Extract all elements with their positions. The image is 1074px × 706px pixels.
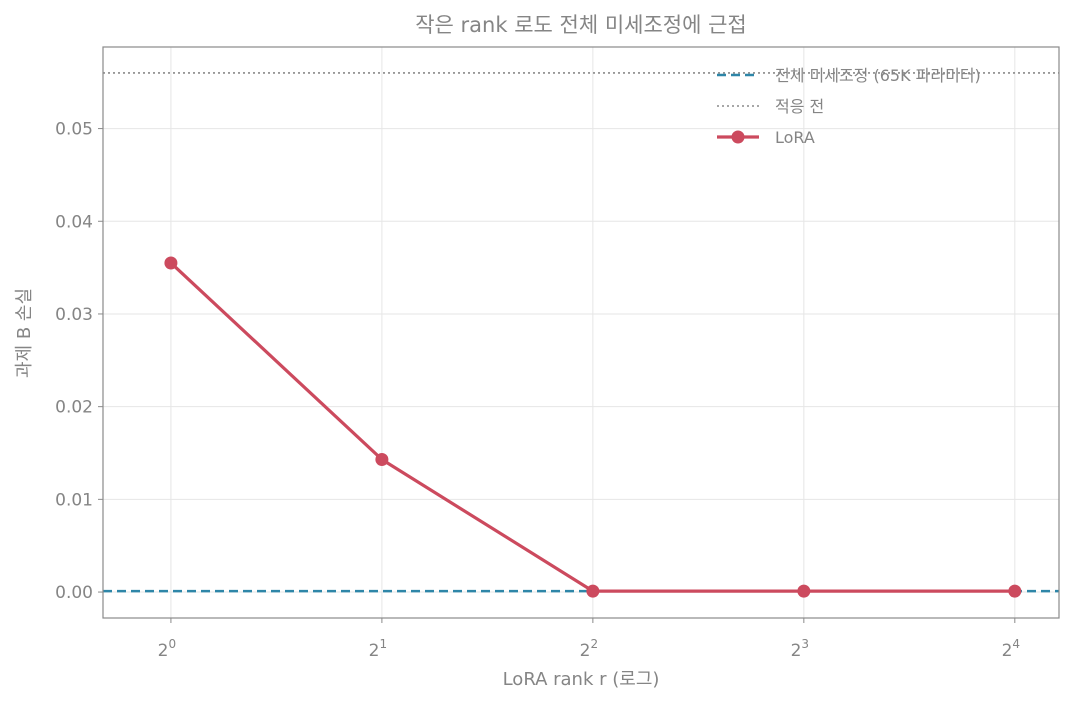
data-point (797, 584, 811, 598)
legend-label: 적응 전 (775, 97, 824, 116)
series-group (164, 256, 1022, 598)
x-tick-exponent: 2 (590, 637, 598, 651)
y-tick-labels: 0.00 0.01 0.02 0.03 0.04 0.05 (55, 120, 103, 603)
y-tick-label: 0.01 (55, 490, 93, 510)
x-tick-exponent: 0 (169, 637, 177, 651)
x-tick-exponent: 4 (1012, 637, 1020, 651)
x-tick-base: 2 (158, 641, 169, 661)
y-tick-label: 0.02 (55, 398, 93, 418)
y-tick-label: 0.00 (55, 583, 93, 603)
y-tick-label: 0.05 (55, 120, 93, 140)
legend-label: LoRA (775, 128, 815, 147)
legend-marker (731, 130, 745, 144)
y-tick-label: 0.03 (55, 305, 93, 325)
y-axis-label: 과제 B 손실 (14, 288, 35, 378)
chart-title: 작은 rank 로도 전체 미세조정에 근접 (415, 13, 747, 37)
x-axis-label: LoRA rank r (로그) (503, 669, 660, 690)
x-tick-exponent: 3 (801, 637, 809, 651)
reference-lines (103, 72, 1059, 593)
x-tick-base: 2 (580, 641, 591, 661)
x-tick-label: 21 (369, 637, 387, 661)
plot-frame (102, 46, 1060, 619)
data-point (375, 452, 389, 466)
legend-label: 전체 미세조정 (65K 파라미터) (775, 66, 981, 85)
data-point (1008, 584, 1022, 598)
x-tick-label: 22 (580, 637, 598, 661)
legend: 전체 미세조정 (65K 파라미터) 적응 전 LoRA (717, 66, 981, 147)
y-tick-label: 0.04 (55, 212, 93, 232)
x-tick-base: 2 (1002, 641, 1013, 661)
x-tick-base: 2 (791, 641, 802, 661)
x-tick-base: 2 (369, 641, 380, 661)
x-tick-labels: 20 21 22 23 24 (158, 618, 1020, 661)
data-point (164, 256, 178, 270)
x-tick-exponent: 1 (379, 637, 387, 651)
x-tick-label: 20 (158, 637, 176, 661)
x-tick-label: 23 (791, 637, 809, 661)
data-point (586, 584, 600, 598)
x-tick-label: 24 (1002, 637, 1020, 661)
